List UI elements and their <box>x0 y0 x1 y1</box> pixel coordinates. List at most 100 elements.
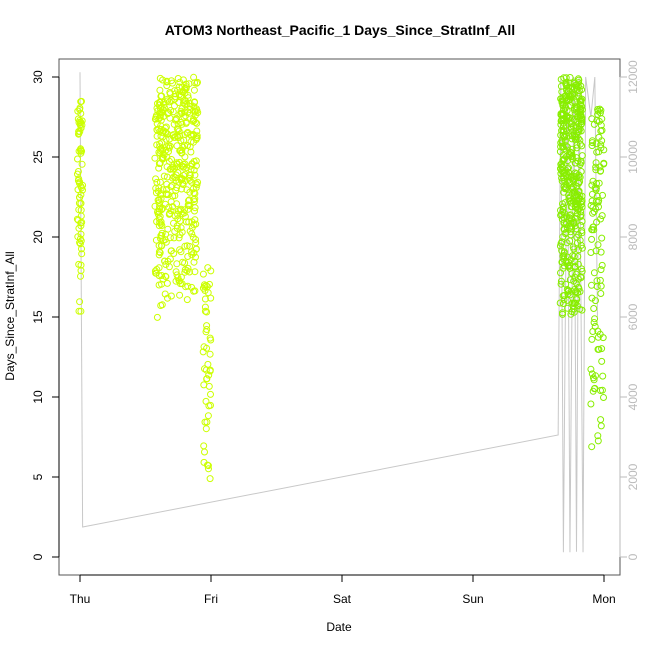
data-point <box>152 184 160 192</box>
data-point <box>564 287 572 295</box>
data-point <box>588 281 595 289</box>
data-point <box>157 132 165 140</box>
data-point <box>560 170 568 177</box>
data-point <box>183 242 191 250</box>
data-point <box>561 169 569 176</box>
data-point <box>592 372 599 380</box>
data-point <box>205 382 213 390</box>
data-point <box>178 162 186 170</box>
data-point <box>191 98 198 106</box>
data-point <box>173 271 181 279</box>
data-point <box>155 264 163 272</box>
y-tick-label: 20 <box>31 230 45 244</box>
data-point <box>206 280 213 288</box>
data-point <box>77 119 84 127</box>
data-point <box>155 164 163 172</box>
data-point <box>573 294 580 302</box>
y-right-tick-label: 8000 <box>626 223 640 250</box>
data-point <box>587 249 595 256</box>
data-point <box>595 197 603 204</box>
data-point <box>576 109 584 117</box>
data-point <box>568 308 576 316</box>
data-point <box>181 170 189 178</box>
data-point <box>566 224 574 232</box>
data-point <box>593 277 601 285</box>
data-point <box>188 251 196 259</box>
data-point <box>569 243 577 251</box>
data-point <box>598 137 606 145</box>
data-point <box>155 148 163 156</box>
data-point <box>156 178 164 186</box>
data-point <box>561 209 568 217</box>
data-point <box>181 97 189 104</box>
data-point <box>568 149 576 157</box>
x-tick-label: Sun <box>462 592 483 606</box>
data-point <box>165 203 173 211</box>
data-point <box>181 142 189 150</box>
data-point <box>178 185 185 193</box>
data-point <box>563 170 571 178</box>
data-point <box>559 208 567 216</box>
data-point <box>155 222 163 230</box>
data-point <box>175 178 183 186</box>
data-point <box>567 228 575 236</box>
data-point <box>203 322 211 330</box>
data-point <box>594 432 602 440</box>
data-point <box>73 215 81 223</box>
data-point <box>162 135 170 143</box>
data-point <box>182 283 190 291</box>
y-right-tick-label: 4000 <box>626 383 640 410</box>
data-point <box>179 163 187 171</box>
data-point <box>191 204 199 212</box>
data-point <box>186 171 194 179</box>
data-point <box>176 246 184 254</box>
data-point <box>75 147 83 155</box>
data-point <box>190 249 198 257</box>
data-point <box>179 258 187 266</box>
data-point <box>78 160 86 168</box>
data-point <box>190 86 198 94</box>
data-point <box>156 140 164 148</box>
data-point <box>202 397 210 405</box>
data-point <box>576 125 584 133</box>
data-point <box>185 218 193 226</box>
data-point <box>158 92 166 100</box>
data-point <box>155 215 163 222</box>
data-point <box>187 138 195 146</box>
data-point <box>158 280 165 288</box>
data-point <box>175 99 183 106</box>
data-point <box>171 90 179 98</box>
data-point <box>174 86 182 94</box>
data-point <box>203 344 211 352</box>
data-point <box>181 268 189 276</box>
data-point <box>598 126 606 134</box>
data-point <box>590 319 598 326</box>
data-point <box>199 270 207 278</box>
data-point <box>183 129 191 137</box>
data-point <box>190 166 198 174</box>
data-point <box>186 268 193 276</box>
data-point <box>188 224 196 232</box>
data-point <box>191 268 199 276</box>
data-point <box>157 147 165 155</box>
data-point <box>177 248 185 256</box>
data-point <box>158 242 166 250</box>
data-point <box>203 375 211 383</box>
data-point <box>77 110 85 117</box>
data-point <box>156 219 164 226</box>
data-point <box>183 83 190 91</box>
data-point <box>191 207 198 215</box>
data-point <box>178 109 186 117</box>
data-point <box>158 272 166 279</box>
data-point <box>574 253 582 260</box>
data-point <box>578 306 586 314</box>
data-point <box>593 179 600 187</box>
data-point <box>578 229 586 237</box>
data-point <box>560 262 568 270</box>
data-point <box>77 261 85 269</box>
data-point <box>556 148 564 156</box>
data-point <box>574 205 582 212</box>
data-point <box>165 157 173 165</box>
data-point <box>156 86 164 94</box>
data-point <box>568 299 576 307</box>
